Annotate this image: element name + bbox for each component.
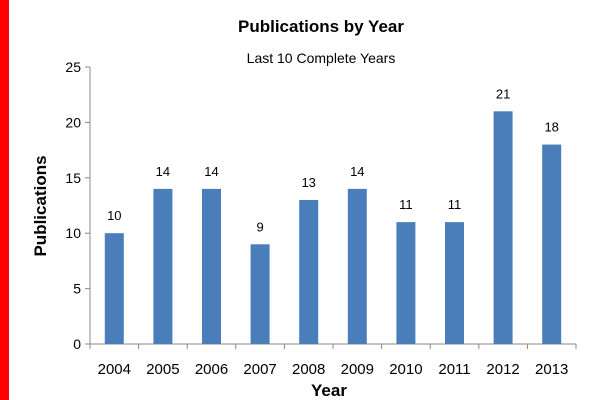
data-label: 21 <box>496 86 510 101</box>
bar <box>250 244 270 344</box>
bar <box>347 188 367 344</box>
y-tick-label: 15 <box>65 170 81 186</box>
x-tick-label: 2005 <box>146 361 179 378</box>
x-tick-label: 2011 <box>438 361 470 378</box>
x-tick-label: 2004 <box>98 361 131 378</box>
y-axis-title: Publications <box>31 155 50 256</box>
y-tick-label: 5 <box>73 281 81 297</box>
data-label: 13 <box>301 175 315 190</box>
bar <box>542 144 562 344</box>
y-tick-label: 0 <box>73 336 81 352</box>
y-tick-label: 25 <box>65 59 81 75</box>
y-tick-label: 10 <box>65 225 81 241</box>
bar <box>493 111 513 344</box>
bar <box>299 199 319 344</box>
x-tick-label: 2009 <box>341 361 374 378</box>
plot-area: 0 5 10 15 20 25 10 2004 14 2005 14 2006 9 2007 13 2008 1… <box>65 59 577 378</box>
bar <box>153 188 173 344</box>
x-tick-label: 2008 <box>292 361 325 378</box>
bar <box>202 188 221 344</box>
x-tick-label: 2013 <box>535 361 568 378</box>
y-tick-label: 20 <box>65 114 81 130</box>
data-label: 11 <box>399 197 413 212</box>
chart-frame: Publications by Year Last 10 Complete Ye… <box>9 0 590 400</box>
chart-title: Publications by Year <box>238 17 404 36</box>
x-tick-label: 2006 <box>195 361 228 378</box>
bar-chart: Publications by Year Last 10 Complete Ye… <box>31 17 577 400</box>
bar <box>104 233 124 344</box>
data-label: 18 <box>544 120 558 135</box>
data-label: 14 <box>204 164 218 179</box>
data-label: 14 <box>156 164 170 179</box>
data-label: 10 <box>107 208 121 223</box>
bar <box>445 222 464 344</box>
x-tick-label: 2012 <box>486 361 519 378</box>
left-accent-bar <box>0 0 9 400</box>
chart-subtitle: Last 10 Complete Years <box>247 50 396 66</box>
x-axis-title: Year <box>311 381 347 400</box>
data-label: 9 <box>256 219 263 234</box>
x-tick-label: 2007 <box>243 361 276 378</box>
x-tick-label: 2010 <box>389 361 422 378</box>
data-label: 11 <box>448 197 462 212</box>
bar <box>396 222 416 344</box>
data-label: 14 <box>350 164 364 179</box>
